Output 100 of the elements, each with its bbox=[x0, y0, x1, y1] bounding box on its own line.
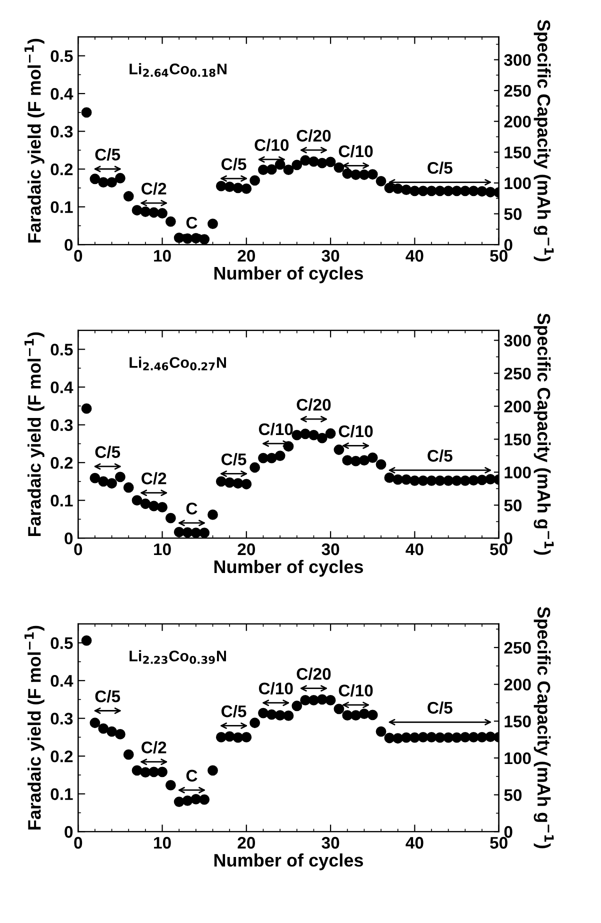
point bbox=[300, 695, 311, 706]
point bbox=[232, 732, 244, 743]
point bbox=[224, 731, 235, 742]
y-tick-label: 0 bbox=[64, 532, 73, 544]
y-tick-label: 0.4 bbox=[50, 674, 74, 687]
annotation: Li$_{2.64}$Co$_{0.18}$N bbox=[130, 63, 226, 77]
y2-axis-title: Specific Capacity (mAh g$^{−1}$) bbox=[534, 313, 554, 555]
point bbox=[485, 732, 496, 742]
x-tick-label: 50 bbox=[490, 836, 508, 849]
point bbox=[182, 527, 193, 538]
point bbox=[266, 164, 277, 175]
point bbox=[199, 234, 210, 245]
point bbox=[325, 428, 336, 439]
point bbox=[216, 732, 226, 742]
point bbox=[123, 749, 134, 760]
y2-tick-label: 50 bbox=[504, 500, 522, 512]
x-tick-label: 0 bbox=[74, 543, 82, 556]
point bbox=[81, 635, 92, 646]
point bbox=[426, 476, 437, 486]
y-tick-label: 0.2 bbox=[50, 456, 73, 469]
x-axis-title: Number of cycles bbox=[214, 266, 364, 284]
point bbox=[182, 233, 193, 244]
point bbox=[199, 794, 210, 805]
point bbox=[468, 732, 479, 742]
annotation: C/10 bbox=[254, 138, 289, 152]
y2-tick-label: 250 bbox=[504, 84, 531, 97]
point bbox=[174, 526, 184, 538]
annotation: C/10 bbox=[338, 684, 373, 697]
point bbox=[443, 732, 454, 743]
y-tick-label: 0.1 bbox=[50, 788, 73, 800]
y2-tick-label: 150 bbox=[504, 434, 531, 446]
y-tick-label: 0.4 bbox=[50, 88, 74, 100]
annotation: C/5 bbox=[428, 701, 452, 714]
annotation: C/5 bbox=[222, 704, 246, 718]
point bbox=[443, 476, 454, 486]
y2-axis-title: Specific Capacity (mAh g$^{−1}$) bbox=[534, 20, 554, 262]
point bbox=[266, 452, 277, 464]
y-axis-title: Faradaic yield (F mol$^{−1}$) bbox=[24, 38, 44, 242]
point bbox=[190, 232, 202, 244]
point bbox=[468, 475, 479, 486]
point bbox=[174, 796, 184, 807]
point bbox=[401, 732, 412, 743]
annotation: C/2 bbox=[142, 741, 166, 754]
point bbox=[157, 502, 168, 512]
point bbox=[334, 162, 344, 173]
point bbox=[350, 710, 361, 721]
y2-tick-label: 300 bbox=[504, 334, 531, 347]
annotation: C/10 bbox=[258, 682, 293, 695]
annotation: Li$_{2.23}$Co$_{0.39}$N bbox=[130, 650, 226, 664]
x-axis-title: Number of cycles bbox=[214, 560, 364, 577]
x-tick-label: 10 bbox=[154, 836, 171, 849]
x-tick-label: 50 bbox=[490, 543, 508, 556]
point bbox=[358, 170, 370, 180]
point bbox=[316, 432, 328, 444]
point bbox=[199, 528, 210, 538]
point bbox=[316, 694, 328, 705]
point bbox=[300, 155, 311, 166]
point bbox=[157, 766, 168, 778]
point bbox=[367, 452, 378, 463]
point bbox=[325, 695, 336, 706]
x-tick-label: 30 bbox=[322, 836, 340, 849]
point bbox=[426, 732, 437, 742]
point bbox=[140, 767, 151, 778]
point bbox=[443, 186, 454, 196]
x-tick-label: 20 bbox=[238, 250, 255, 262]
y2-tick-label: 50 bbox=[504, 789, 522, 802]
point bbox=[384, 732, 395, 744]
point bbox=[342, 710, 353, 721]
point bbox=[216, 180, 226, 192]
y-tick-label: 0.2 bbox=[50, 163, 73, 176]
annotation: C/20 bbox=[296, 129, 331, 142]
y2-tick-label: 300 bbox=[504, 54, 531, 66]
annotation: C/5 bbox=[95, 148, 120, 161]
annotation: C bbox=[186, 502, 198, 514]
point bbox=[376, 726, 386, 737]
y-axis-title: Faradaic yield (F mol$^{−1}$) bbox=[24, 626, 44, 830]
point bbox=[98, 476, 109, 487]
y-axis-title: Faradaic yield (F mol$^{−1}$) bbox=[24, 332, 44, 536]
y2-tick-label: 250 bbox=[504, 368, 531, 380]
point bbox=[476, 474, 488, 486]
point bbox=[250, 718, 260, 728]
y2-tick-label: 200 bbox=[504, 678, 531, 691]
point bbox=[292, 430, 302, 440]
point bbox=[140, 498, 151, 509]
point bbox=[334, 704, 344, 714]
point bbox=[90, 718, 100, 728]
annotation: C/5 bbox=[222, 158, 246, 170]
y-tick-label: 0.1 bbox=[50, 201, 73, 214]
point bbox=[350, 456, 361, 466]
point bbox=[392, 474, 404, 485]
point bbox=[98, 723, 109, 734]
point bbox=[106, 726, 117, 737]
annotation: C/20 bbox=[296, 398, 331, 411]
y2-tick-label: 50 bbox=[504, 208, 522, 220]
point bbox=[292, 160, 302, 170]
point bbox=[384, 472, 395, 483]
point bbox=[308, 695, 319, 706]
point bbox=[376, 459, 386, 470]
point bbox=[148, 207, 160, 218]
x-tick-label: 10 bbox=[154, 543, 171, 556]
